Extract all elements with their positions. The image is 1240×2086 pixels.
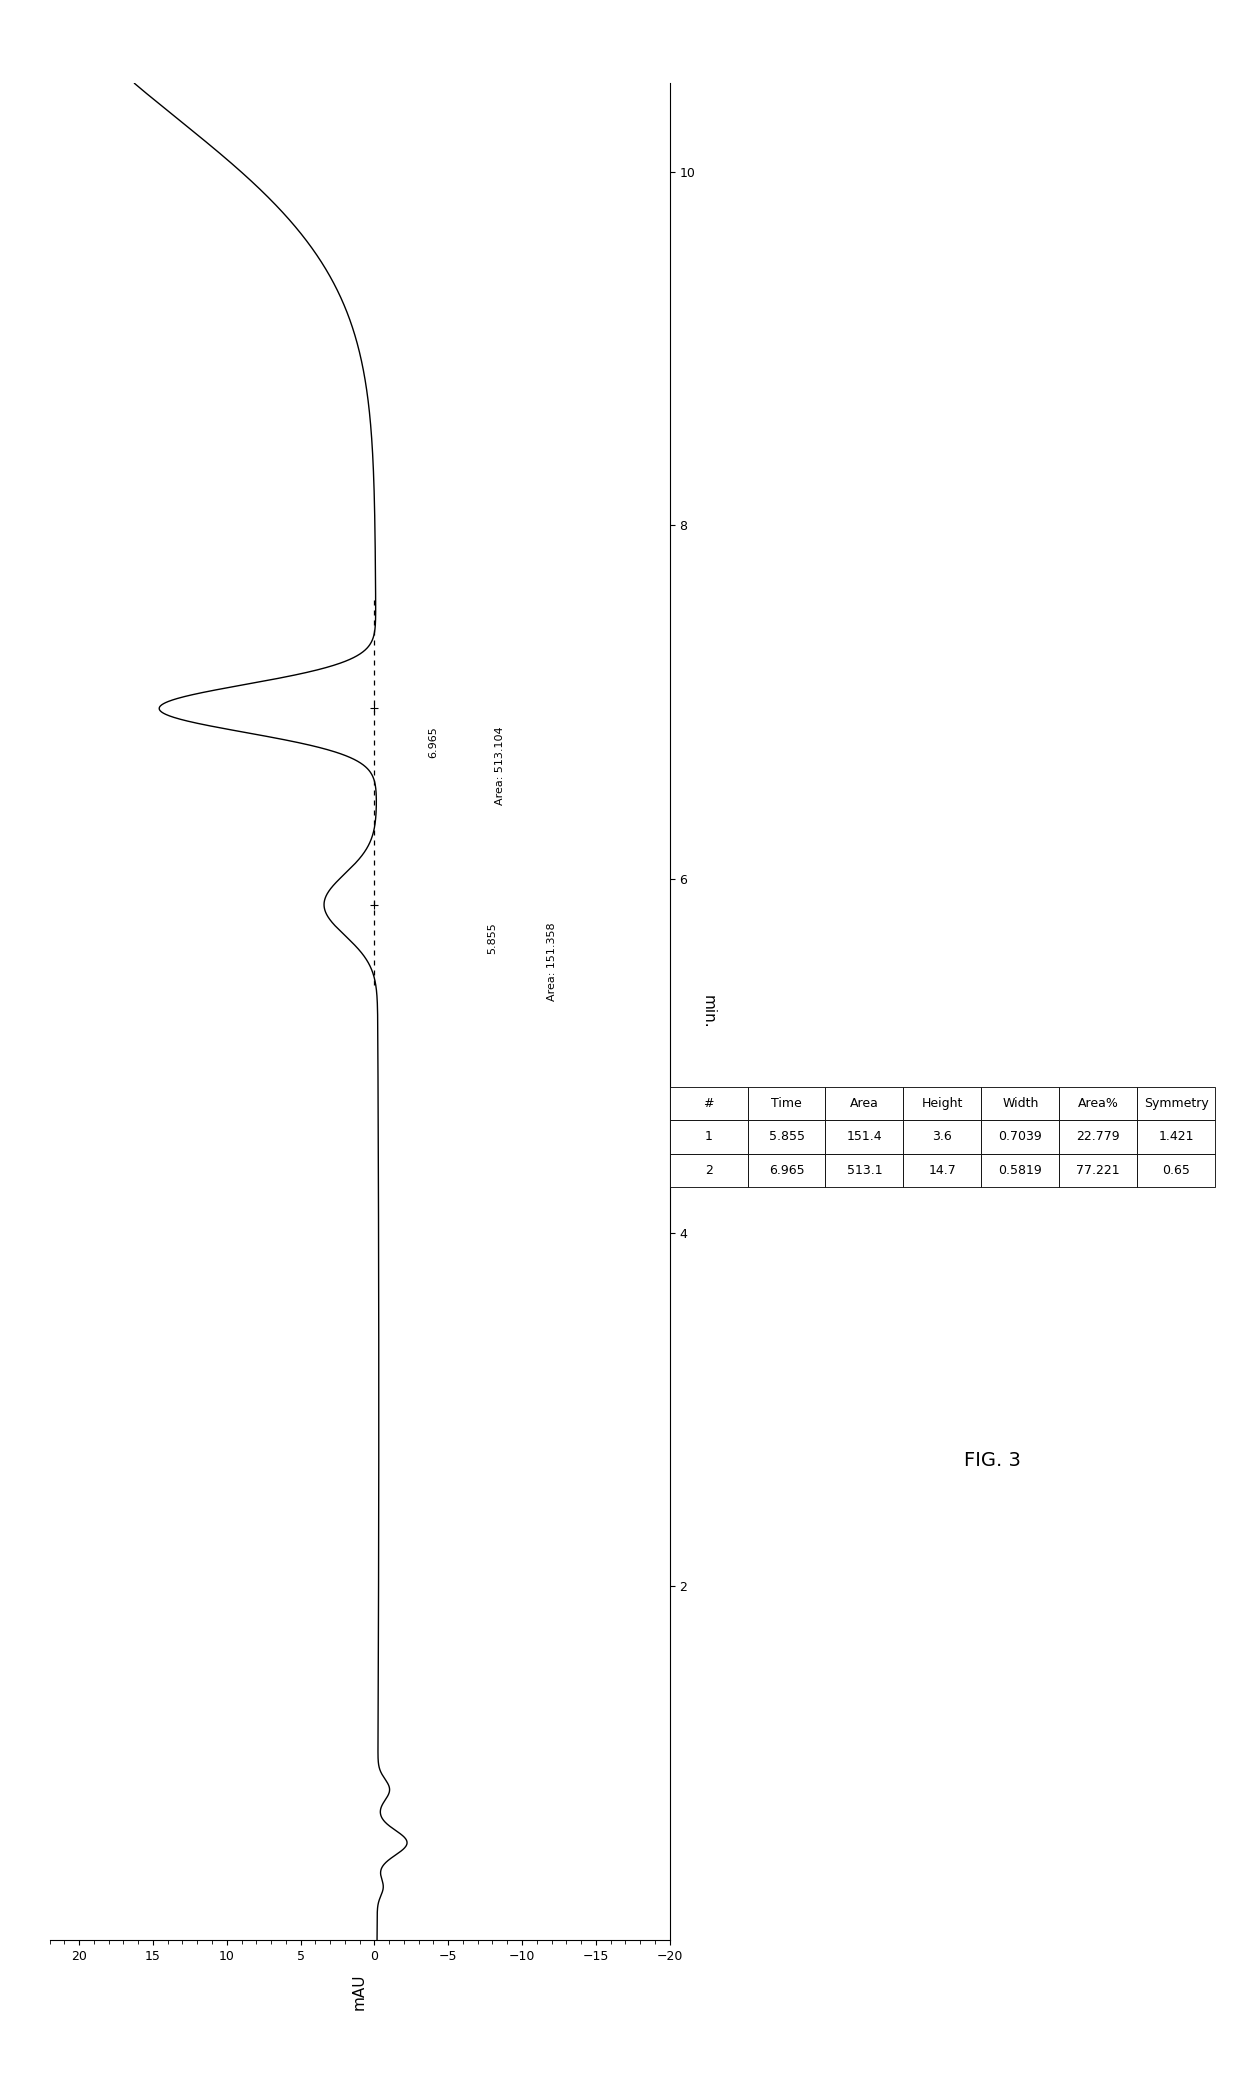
- Text: 6.965: 6.965: [428, 726, 439, 757]
- Text: Area: 513.104: Area: 513.104: [495, 726, 505, 805]
- Text: 5.855: 5.855: [487, 922, 497, 953]
- Text: Area: 151.358: Area: 151.358: [547, 922, 557, 1001]
- X-axis label: mAU: mAU: [352, 1973, 367, 2011]
- Text: FIG. 3: FIG. 3: [963, 1450, 1021, 1471]
- Y-axis label: min.: min.: [701, 995, 715, 1028]
